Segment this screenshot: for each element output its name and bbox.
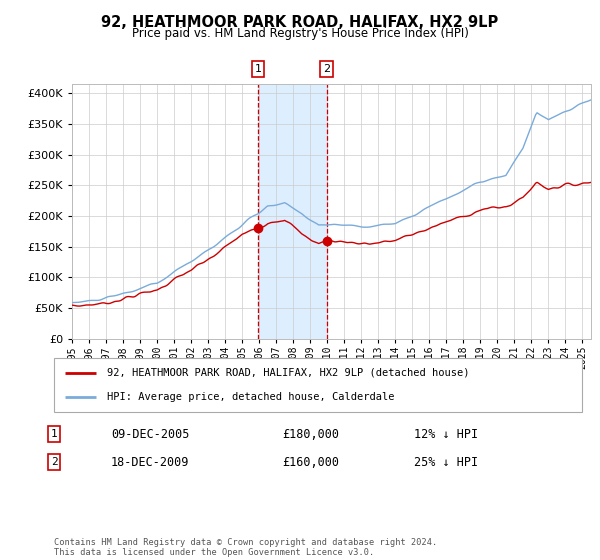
Text: Price paid vs. HM Land Registry's House Price Index (HPI): Price paid vs. HM Land Registry's House …	[131, 27, 469, 40]
Text: 18-DEC-2009: 18-DEC-2009	[111, 455, 190, 469]
Text: 12% ↓ HPI: 12% ↓ HPI	[414, 427, 478, 441]
Bar	[258, 84, 326, 339]
Text: 09-DEC-2005: 09-DEC-2005	[111, 427, 190, 441]
Text: 92, HEATHMOOR PARK ROAD, HALIFAX, HX2 9LP (detached house): 92, HEATHMOOR PARK ROAD, HALIFAX, HX2 9L…	[107, 368, 469, 378]
Text: 1: 1	[50, 429, 58, 439]
FancyBboxPatch shape	[54, 358, 582, 412]
Text: Contains HM Land Registry data © Crown copyright and database right 2024.
This d: Contains HM Land Registry data © Crown c…	[54, 538, 437, 557]
Text: 1: 1	[254, 64, 262, 74]
Text: £160,000: £160,000	[282, 455, 339, 469]
Text: 92, HEATHMOOR PARK ROAD, HALIFAX, HX2 9LP: 92, HEATHMOOR PARK ROAD, HALIFAX, HX2 9L…	[101, 15, 499, 30]
Text: 25% ↓ HPI: 25% ↓ HPI	[414, 455, 478, 469]
Text: 2: 2	[323, 64, 330, 74]
Text: 2: 2	[50, 457, 58, 467]
Text: £180,000: £180,000	[282, 427, 339, 441]
Text: HPI: Average price, detached house, Calderdale: HPI: Average price, detached house, Cald…	[107, 392, 394, 402]
